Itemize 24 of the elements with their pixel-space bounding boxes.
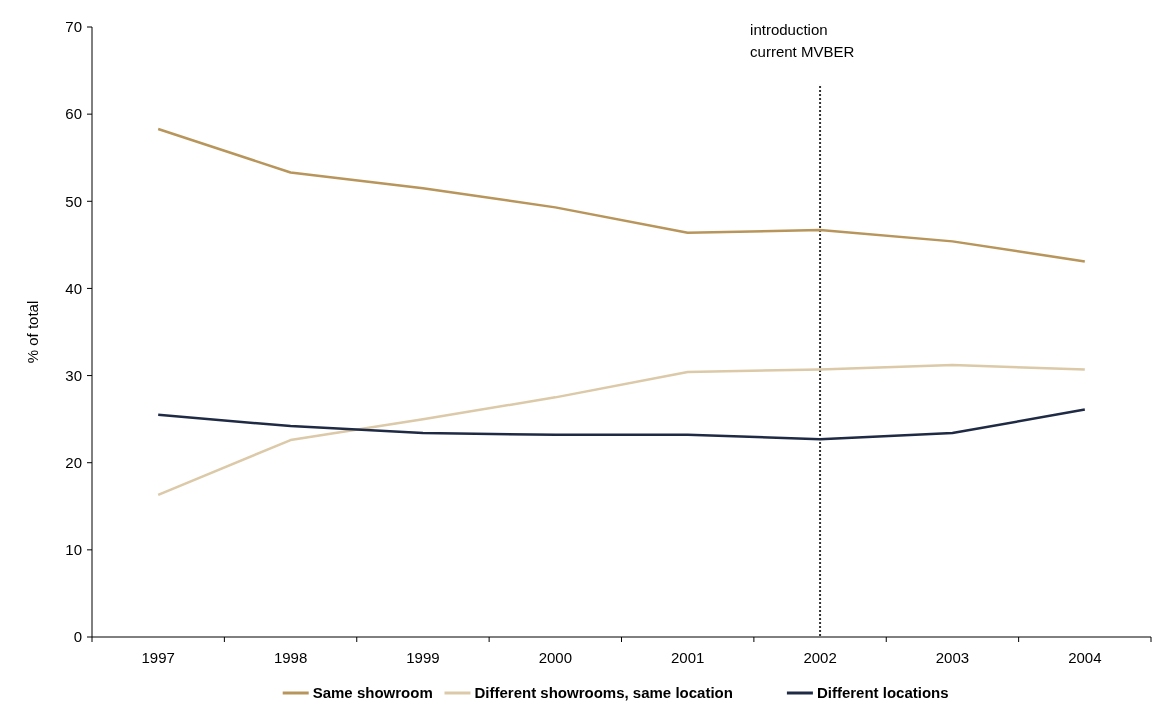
y-tick-label: 60 — [65, 105, 82, 123]
x-tick-label: 2004 — [1068, 649, 1102, 666]
y-axis-title: % of total — [24, 300, 41, 364]
x-tick-label: 2003 — [935, 649, 970, 666]
y-tick-label: 0 — [73, 628, 82, 646]
line-series — [156, 127, 1087, 263]
legend-label: Same showroom — [312, 684, 433, 701]
line-series — [156, 363, 1087, 497]
x-tick-label: 2000 — [538, 649, 572, 666]
legend-label: Different showrooms, same location — [474, 684, 733, 701]
legend-label: Different locations — [816, 684, 949, 701]
x-tick-label: 1999 — [406, 649, 440, 666]
y-tick-label: 20 — [65, 453, 82, 471]
y-tick-label: 10 — [65, 541, 82, 559]
y-tick-label: 70 — [65, 18, 82, 36]
x-tick-label: 1998 — [273, 649, 308, 666]
x-tick-label: 2002 — [803, 649, 837, 666]
line-series — [156, 408, 1087, 441]
y-tick-label: 30 — [65, 366, 82, 384]
y-tick-label: 50 — [65, 192, 82, 210]
x-tick-label: 1997 — [141, 649, 175, 666]
y-tick-label: 40 — [65, 279, 82, 297]
x-tick-label: 2001 — [671, 649, 705, 666]
ref-line-label: introduction current MVBER — [750, 21, 855, 60]
